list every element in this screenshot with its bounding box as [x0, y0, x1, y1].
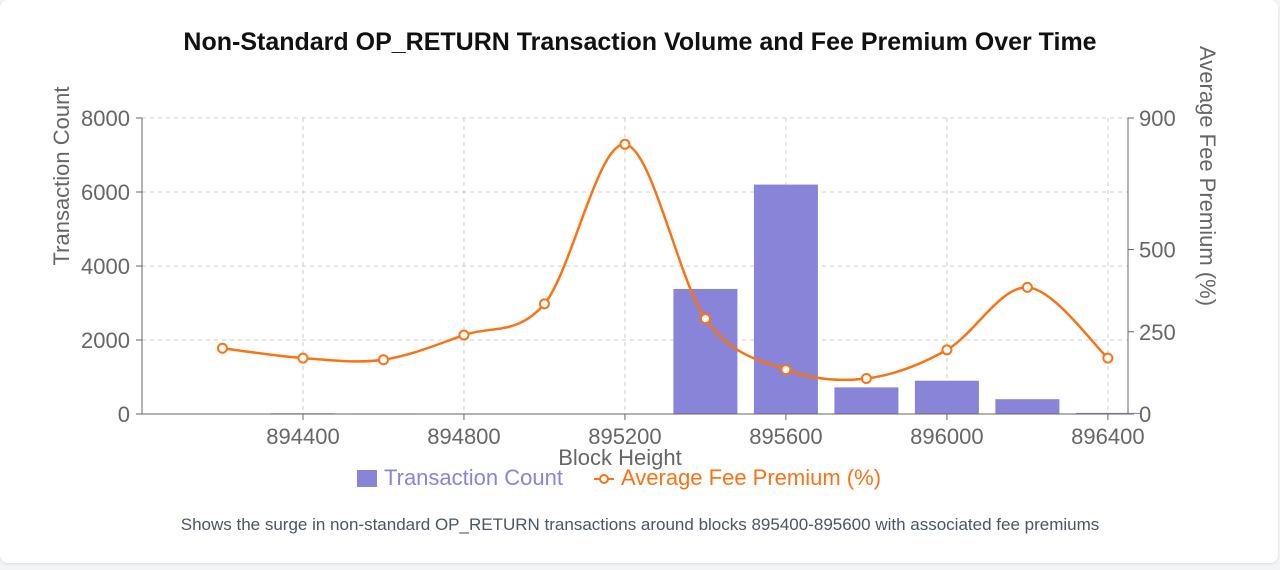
fee-premium-point[interactable] [780, 364, 792, 376]
y-left-tick-label: 4000 [81, 254, 130, 279]
bar[interactable] [995, 399, 1060, 414]
chart-title: Non-Standard OP_RETURN Transaction Volum… [183, 28, 1097, 56]
bar-series [190, 184, 1140, 414]
x-tick-label: 896000 [910, 424, 983, 449]
fee-premium-point[interactable] [297, 352, 309, 364]
y-axis-right-label: Average Fee Premium (%) [1195, 46, 1220, 306]
y-left-tick-label: 6000 [81, 180, 130, 205]
y-left-tick-label: 8000 [81, 106, 130, 131]
chart-svg: 0 2000 4000 6000 8000 0 250 500 900 894400 894800 8… [49, 46, 1220, 490]
legend-line-label[interactable]: Average Fee Premium (%) [621, 465, 881, 490]
bar[interactable] [834, 387, 899, 414]
y-right-tick-label: 0 [1139, 402, 1151, 427]
x-tick-label: 894800 [427, 424, 500, 449]
grid-lines [142, 117, 1129, 415]
fee-premium-point[interactable] [1021, 281, 1033, 293]
y-left-tick-label: 0 [118, 402, 130, 427]
legend-line-dot [599, 474, 609, 484]
bar[interactable] [914, 380, 979, 414]
chart-caption: Shows the surge in non-standard OP_RETUR… [180, 515, 1100, 534]
x-tick-label: 895600 [749, 424, 822, 449]
bar[interactable] [753, 184, 818, 414]
bar[interactable] [673, 288, 738, 414]
axes: 0 2000 4000 6000 8000 0 250 500 900 894400 894800 8… [81, 106, 1176, 449]
legend-bar-label[interactable]: Transaction Count [384, 465, 563, 490]
line-series [216, 138, 1114, 384]
fee-premium-point[interactable] [1102, 352, 1114, 364]
fee-premium-point[interactable] [458, 329, 470, 341]
y-right-tick-label: 500 [1139, 238, 1176, 263]
fee-premium-point[interactable] [377, 354, 389, 366]
legend: Transaction Count Average Fee Premium (%… [357, 465, 881, 490]
y-right-tick-label: 900 [1139, 106, 1176, 131]
y-right-tick-label: 250 [1139, 320, 1176, 345]
legend-bar-swatch [357, 470, 377, 487]
y-left-tick-label: 2000 [81, 328, 130, 353]
fee-premium-point[interactable] [699, 313, 711, 325]
fee-premium-line [222, 143, 1109, 382]
fee-premium-point[interactable] [538, 298, 550, 310]
x-tick-label: 895200 [588, 424, 661, 449]
y-axis-left-label: Transaction Count [49, 87, 74, 266]
bar[interactable] [1075, 412, 1140, 414]
fee-premium-point[interactable] [941, 344, 953, 356]
x-axis-label: Block Height [558, 445, 682, 470]
fee-premium-point[interactable] [860, 372, 872, 384]
x-tick-label: 896400 [1071, 424, 1144, 449]
fee-premium-point[interactable] [619, 138, 631, 150]
fee-premium-point[interactable] [216, 342, 228, 354]
x-tick-label: 894400 [266, 424, 339, 449]
